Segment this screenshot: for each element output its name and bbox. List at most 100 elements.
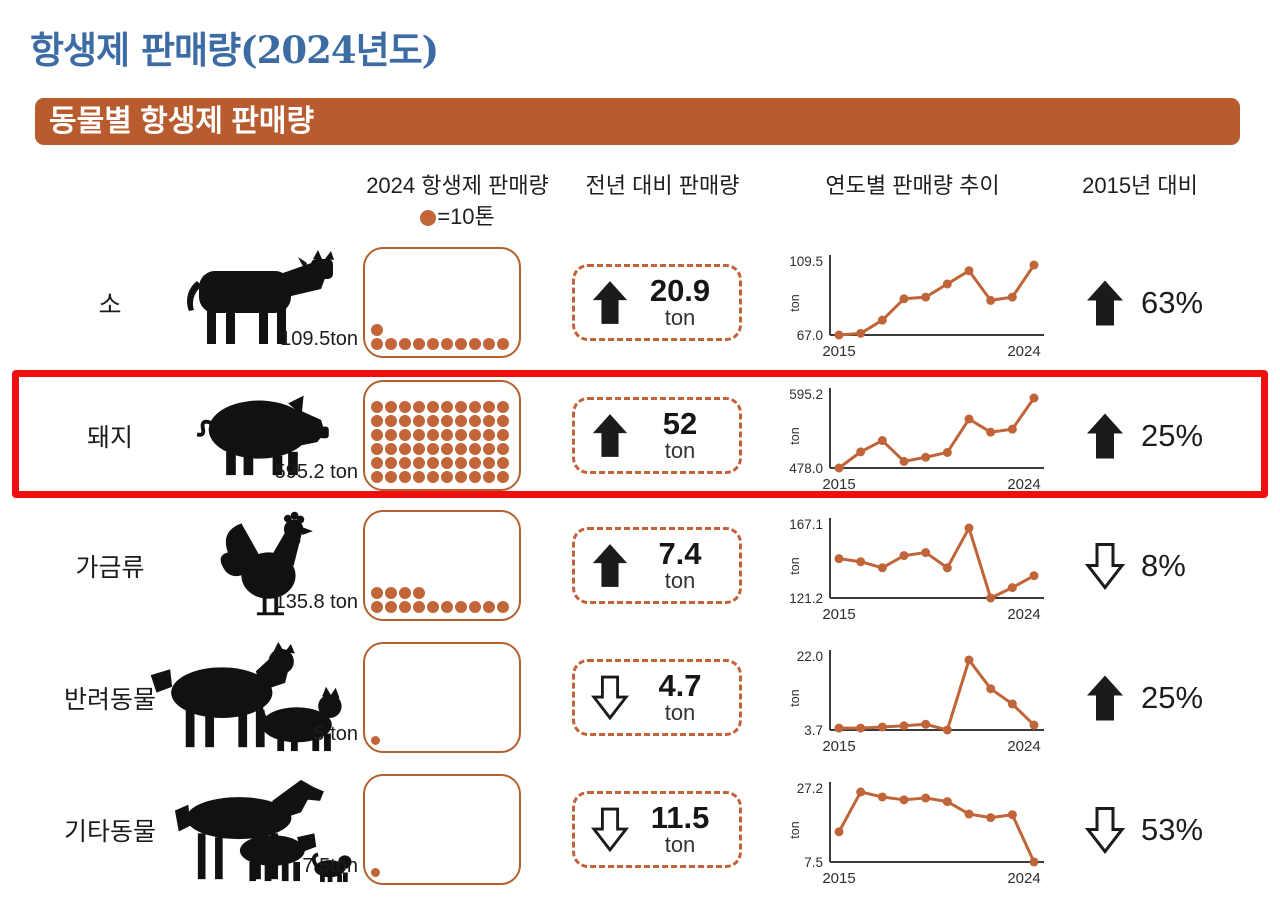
svg-text:2024: 2024 bbox=[1007, 870, 1040, 887]
up-arrow-icon bbox=[592, 281, 628, 324]
pictograph-box bbox=[363, 510, 521, 621]
pictograph-box bbox=[363, 247, 521, 358]
change-unit: ton bbox=[664, 438, 696, 464]
total-tons: 7.5ton bbox=[302, 855, 358, 877]
pictograph-dots bbox=[371, 255, 513, 350]
page-title: 항생제 판매량(2024년도) bbox=[30, 28, 439, 72]
svg-text:2024: 2024 bbox=[1007, 738, 1040, 755]
percent-change: 25% bbox=[1141, 418, 1204, 453]
row-pig: 돼지 595.2 ton 52 ton 595.2 478.0 ton 2015 202… bbox=[0, 376, 1280, 496]
down-arrow-icon bbox=[1085, 543, 1125, 590]
yoy-change-box: 11.5 ton bbox=[572, 791, 742, 868]
svg-text:2015: 2015 bbox=[822, 343, 855, 360]
dog-cat-silhouette-icon bbox=[150, 642, 342, 752]
animal-name: 기타동물 bbox=[63, 818, 156, 846]
row-poultry: 가금류 135.8 ton 7.4 ton 167.1 121.2 ton 2015 2… bbox=[0, 506, 1280, 626]
up-arrow-icon bbox=[1087, 280, 1123, 326]
down-arrow-icon bbox=[591, 675, 629, 720]
total-tons: 109.5ton bbox=[280, 328, 358, 350]
animal-name: 돼지 bbox=[86, 424, 133, 452]
svg-text:3.7: 3.7 bbox=[804, 723, 823, 738]
svg-text:2024: 2024 bbox=[1007, 476, 1040, 493]
svg-text:ton: ton bbox=[788, 557, 802, 574]
pictograph-dots bbox=[371, 518, 513, 613]
svg-text:67.0: 67.0 bbox=[797, 328, 823, 343]
percent-change: 53% bbox=[1141, 812, 1204, 847]
svg-text:167.1: 167.1 bbox=[789, 517, 823, 532]
svg-text:2024: 2024 bbox=[1007, 343, 1040, 360]
change-number: 11.5 bbox=[650, 800, 710, 836]
change-number: 20.9 bbox=[649, 273, 711, 309]
cow-silhouette-icon bbox=[187, 250, 334, 344]
pictograph-dots bbox=[371, 388, 513, 483]
total-tons: 135.8 ton bbox=[274, 591, 358, 613]
change-unit: ton bbox=[664, 700, 696, 726]
svg-text:2024: 2024 bbox=[1007, 606, 1040, 623]
animal-name: 반려동물 bbox=[63, 686, 156, 714]
pictograph-legend: =10톤 bbox=[340, 199, 575, 231]
yoy-change: 11.5 ton bbox=[629, 802, 731, 856]
since-2015-change: 25% bbox=[1085, 638, 1203, 758]
pictograph-dots bbox=[371, 650, 513, 745]
row-companion-animals: 반려동물 5 ton 4.7 ton 22.0 3.7 ton 2015 2024 25… bbox=[0, 638, 1280, 758]
pictograph-box bbox=[363, 774, 521, 885]
column-header-yoy: 전년 대비 판매량 bbox=[585, 173, 740, 198]
yoy-change-box: 7.4 ton bbox=[572, 527, 742, 604]
yoy-change-box: 52 ton bbox=[572, 397, 742, 474]
trend-chart-others: 27.2 7.5 ton 2015 2024 bbox=[788, 781, 1044, 887]
svg-text:2015: 2015 bbox=[822, 606, 855, 623]
yoy-change: 20.9 ton bbox=[629, 275, 731, 329]
pictograph-box bbox=[363, 380, 521, 491]
animal-name: 소 bbox=[98, 291, 122, 319]
total-tons: 5 ton bbox=[313, 723, 358, 745]
svg-text:109.5: 109.5 bbox=[789, 254, 823, 269]
percent-change: 25% bbox=[1141, 680, 1204, 715]
down-arrow-icon bbox=[1085, 807, 1125, 854]
legend-dot-icon bbox=[420, 210, 437, 226]
trend-chart-poultry: 167.1 121.2 ton 2015 2024 bbox=[788, 517, 1044, 623]
total-tons: 595.2 ton bbox=[274, 461, 358, 483]
svg-text:2015: 2015 bbox=[822, 870, 855, 887]
animal-name: 가금류 bbox=[75, 554, 145, 582]
row-cow: 소 109.5ton 20.9 ton 109.5 67.0 ton 2015 2024… bbox=[0, 243, 1280, 363]
row-other-animals: 기타동물 7.5ton 11.5 ton 27.2 7.5 ton 2015 2024 … bbox=[0, 770, 1280, 890]
svg-text:ton: ton bbox=[788, 294, 802, 311]
horse-group-silhouette-icon bbox=[174, 779, 352, 883]
svg-text:2015: 2015 bbox=[822, 738, 855, 755]
yoy-change: 4.7 ton bbox=[629, 670, 731, 724]
since-2015-change: 63% bbox=[1085, 243, 1203, 363]
change-unit: ton bbox=[664, 832, 696, 858]
svg-text:ton: ton bbox=[788, 821, 802, 838]
pictograph-dots bbox=[371, 782, 513, 877]
svg-text:2015: 2015 bbox=[822, 476, 855, 493]
up-arrow-icon bbox=[592, 414, 628, 457]
change-number: 7.4 bbox=[658, 536, 702, 572]
trend-chart-companion: 22.0 3.7 ton 2015 2024 bbox=[788, 649, 1044, 755]
column-header-2024-sales: 2024 항생제 판매량 bbox=[366, 173, 549, 198]
change-unit: ton bbox=[664, 305, 696, 331]
pictograph-box bbox=[363, 642, 521, 753]
up-arrow-icon bbox=[1087, 413, 1123, 459]
since-2015-change: 25% bbox=[1085, 376, 1203, 496]
svg-text:ton: ton bbox=[788, 689, 802, 706]
since-2015-change: 8% bbox=[1085, 506, 1186, 626]
svg-text:27.2: 27.2 bbox=[797, 781, 823, 796]
up-arrow-icon bbox=[1087, 675, 1123, 721]
svg-text:7.5: 7.5 bbox=[804, 855, 823, 870]
column-header-trend: 연도별 판매량 추이 bbox=[825, 173, 1000, 198]
yoy-change: 52 ton bbox=[629, 408, 731, 462]
yoy-change-box: 20.9 ton bbox=[572, 264, 742, 341]
trend-chart-pig: 595.2 478.0 ton 2015 2024 bbox=[788, 387, 1044, 493]
change-unit: ton bbox=[664, 568, 696, 594]
change-number: 4.7 bbox=[658, 668, 702, 704]
percent-change: 63% bbox=[1141, 285, 1204, 320]
yoy-change-box: 4.7 ton bbox=[572, 659, 742, 736]
column-header-vs2015: 2015년 대비 bbox=[1082, 173, 1198, 198]
percent-change: 8% bbox=[1141, 548, 1186, 583]
svg-text:595.2: 595.2 bbox=[789, 387, 823, 402]
svg-text:ton: ton bbox=[788, 427, 802, 444]
svg-text:478.0: 478.0 bbox=[789, 461, 823, 476]
change-number: 52 bbox=[662, 406, 698, 442]
svg-text:22.0: 22.0 bbox=[797, 649, 823, 664]
up-arrow-icon bbox=[592, 544, 628, 587]
